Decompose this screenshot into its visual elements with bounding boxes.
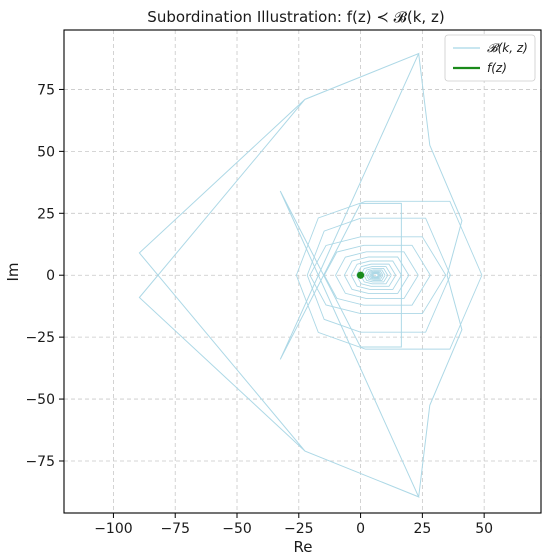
y-tick-label: 25 [37,206,55,222]
x-tick-label: 50 [475,521,493,537]
series-b-spiral-loop [369,271,382,279]
legend-box [444,34,536,82]
y-tick-label: −75 [25,454,55,470]
x-tick-label: −100 [94,521,132,537]
x-tick-label: 25 [413,521,431,537]
series-b-spiral-loop [355,263,397,287]
series-b-spiral-loop [350,260,402,290]
series-b-mid-loop [306,217,451,333]
x-tick-label: 0 [356,521,365,537]
series-b-spiral-loop [365,269,386,281]
y-axis-ticks: −75 −50 −25 0 25 50 75 [25,82,64,470]
series-b-spiral-loop [323,244,431,306]
series-b-spiral-loop [367,270,384,280]
legend-label-b: 𝓑(k, z) [487,41,528,55]
x-axis-label: Re [294,538,313,556]
series-b-spiral-loop [309,236,447,315]
y-tick-label: 50 [37,144,55,160]
chart-title: Subordination Illustration: f(z) ≺ 𝓑(k, … [147,8,444,26]
series-b-spiral-loop [343,256,410,294]
plot-area [138,52,483,498]
y-tick-label: 0 [46,268,55,284]
series-b-spiral-loop [335,251,419,300]
series-f-point [356,271,365,279]
y-axis-label: Im [4,262,22,281]
series-b-spiral-loop [370,272,381,279]
plot-frame [63,29,542,514]
x-axis-ticks: −100 −75 −50 −25 0 25 50 [94,513,493,537]
y-tick-label: −50 [25,392,55,408]
x-tick-label: −75 [160,521,190,537]
y-tick-label: −25 [25,330,55,346]
legend: 𝓑(k, z) f(z) [444,34,536,82]
x-tick-label: −50 [222,521,252,537]
legend-label-f: f(z) [487,61,507,75]
x-tick-label: −25 [284,521,314,537]
series-b-spiral-loop [372,273,379,278]
series-b-mid-loop [295,200,483,350]
y-tick-label: 75 [37,82,55,98]
series-b-line [138,52,463,498]
grid-lines [64,30,541,513]
series-layer [138,52,483,498]
